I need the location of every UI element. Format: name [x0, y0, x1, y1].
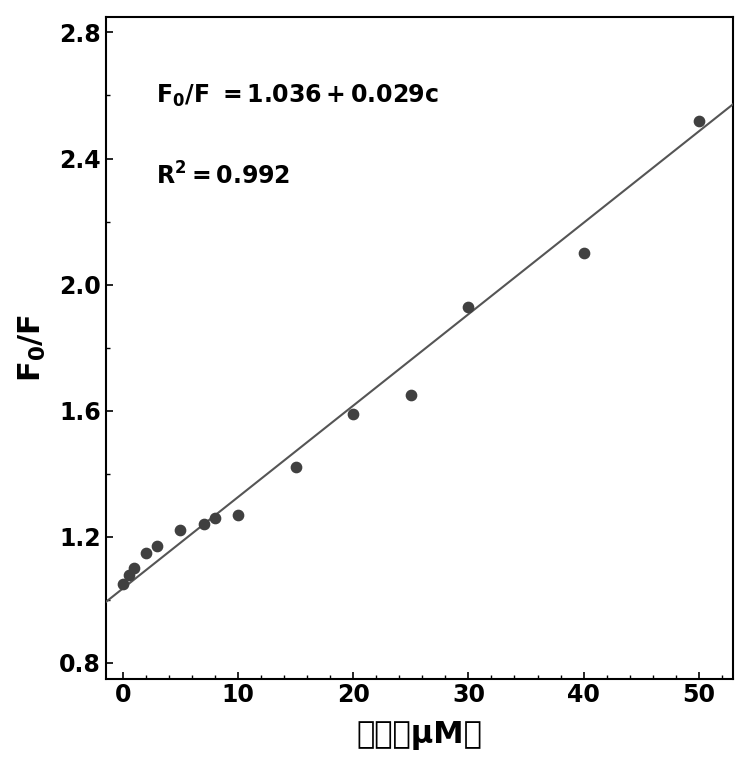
- Point: [693, 114, 705, 127]
- Point: [405, 389, 417, 401]
- Point: [232, 509, 244, 521]
- Point: [152, 540, 164, 552]
- Point: [175, 525, 187, 537]
- Y-axis label: $\mathbf{F_0/F}$: $\mathbf{F_0/F}$: [16, 314, 48, 382]
- Text: $\mathbf{R^2 = 0.992}$: $\mathbf{R^2 = 0.992}$: [156, 163, 290, 189]
- Point: [578, 247, 590, 259]
- Point: [347, 408, 359, 420]
- Point: [140, 546, 152, 558]
- Point: [463, 301, 475, 313]
- Text: $\mathbf{F_0/F}$ $\mathbf{= 1.036 + 0.029c}$: $\mathbf{F_0/F}$ $\mathbf{= 1.036 + 0.02…: [156, 83, 439, 109]
- Point: [128, 562, 140, 574]
- Point: [197, 518, 209, 530]
- Point: [123, 568, 135, 581]
- Point: [290, 461, 302, 473]
- X-axis label: 浓度（μM）: 浓度（μM）: [356, 721, 482, 750]
- Point: [117, 578, 129, 590]
- Point: [209, 512, 221, 524]
